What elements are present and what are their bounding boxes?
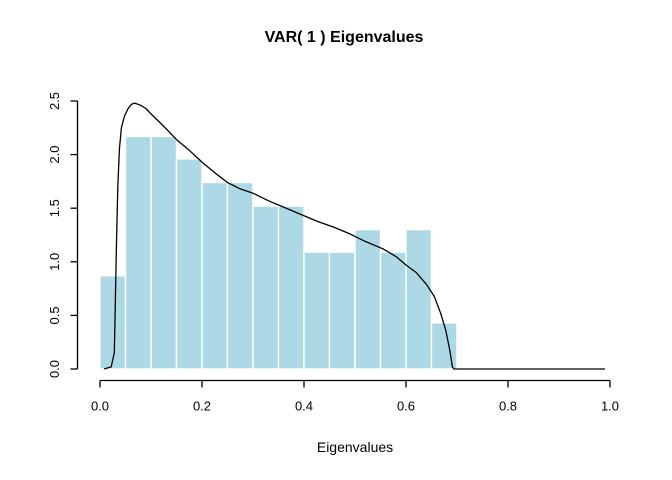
density-curve xyxy=(103,102,605,370)
x-axis-tick-label: 0.6 xyxy=(397,399,415,414)
histogram-bar xyxy=(303,251,331,370)
histogram-bar xyxy=(150,135,178,370)
y-axis-tick-label: 1.0 xyxy=(47,253,62,271)
x-axis-tick-label: 0.4 xyxy=(295,399,313,414)
histogram-bar xyxy=(354,228,382,370)
curve-layer xyxy=(103,102,605,370)
x-axis-tick-label: 1.0 xyxy=(601,399,619,414)
histogram-bar xyxy=(124,135,152,370)
axes-layer: 0.0 0.2 0.4 0.6 0.8 1.0 0.0 0.5 1.0 1.5 2.0 2.5 xyxy=(47,92,619,414)
histogram-bar xyxy=(201,181,229,370)
histogram-bar xyxy=(175,158,203,370)
x-axis-label: Eigenvalues xyxy=(317,439,393,455)
chart-title: VAR( 1 ) Eigenvalues xyxy=(265,29,424,46)
x-axis-tick-label: 0.8 xyxy=(499,399,517,414)
x-axis-tick-label: 0.2 xyxy=(193,399,211,414)
histogram-bar xyxy=(405,228,433,370)
y-axis-tick-label: 2.0 xyxy=(47,146,62,164)
histogram-bar xyxy=(99,275,127,370)
y-axis-tick-label: 0.0 xyxy=(47,360,62,378)
histogram-bar xyxy=(430,322,458,370)
y-axis-tick-label: 1.5 xyxy=(47,199,62,217)
x-axis-tick-label: 0.0 xyxy=(91,399,109,414)
y-axis-tick-label: 2.5 xyxy=(47,92,62,110)
histogram-bar xyxy=(328,251,356,370)
bars-layer xyxy=(99,135,458,370)
histogram-bar xyxy=(379,251,407,370)
histogram-bar xyxy=(252,205,280,370)
histogram-bar xyxy=(226,181,254,370)
histogram-bar xyxy=(277,205,305,370)
y-axis-tick-label: 0.5 xyxy=(47,306,62,324)
